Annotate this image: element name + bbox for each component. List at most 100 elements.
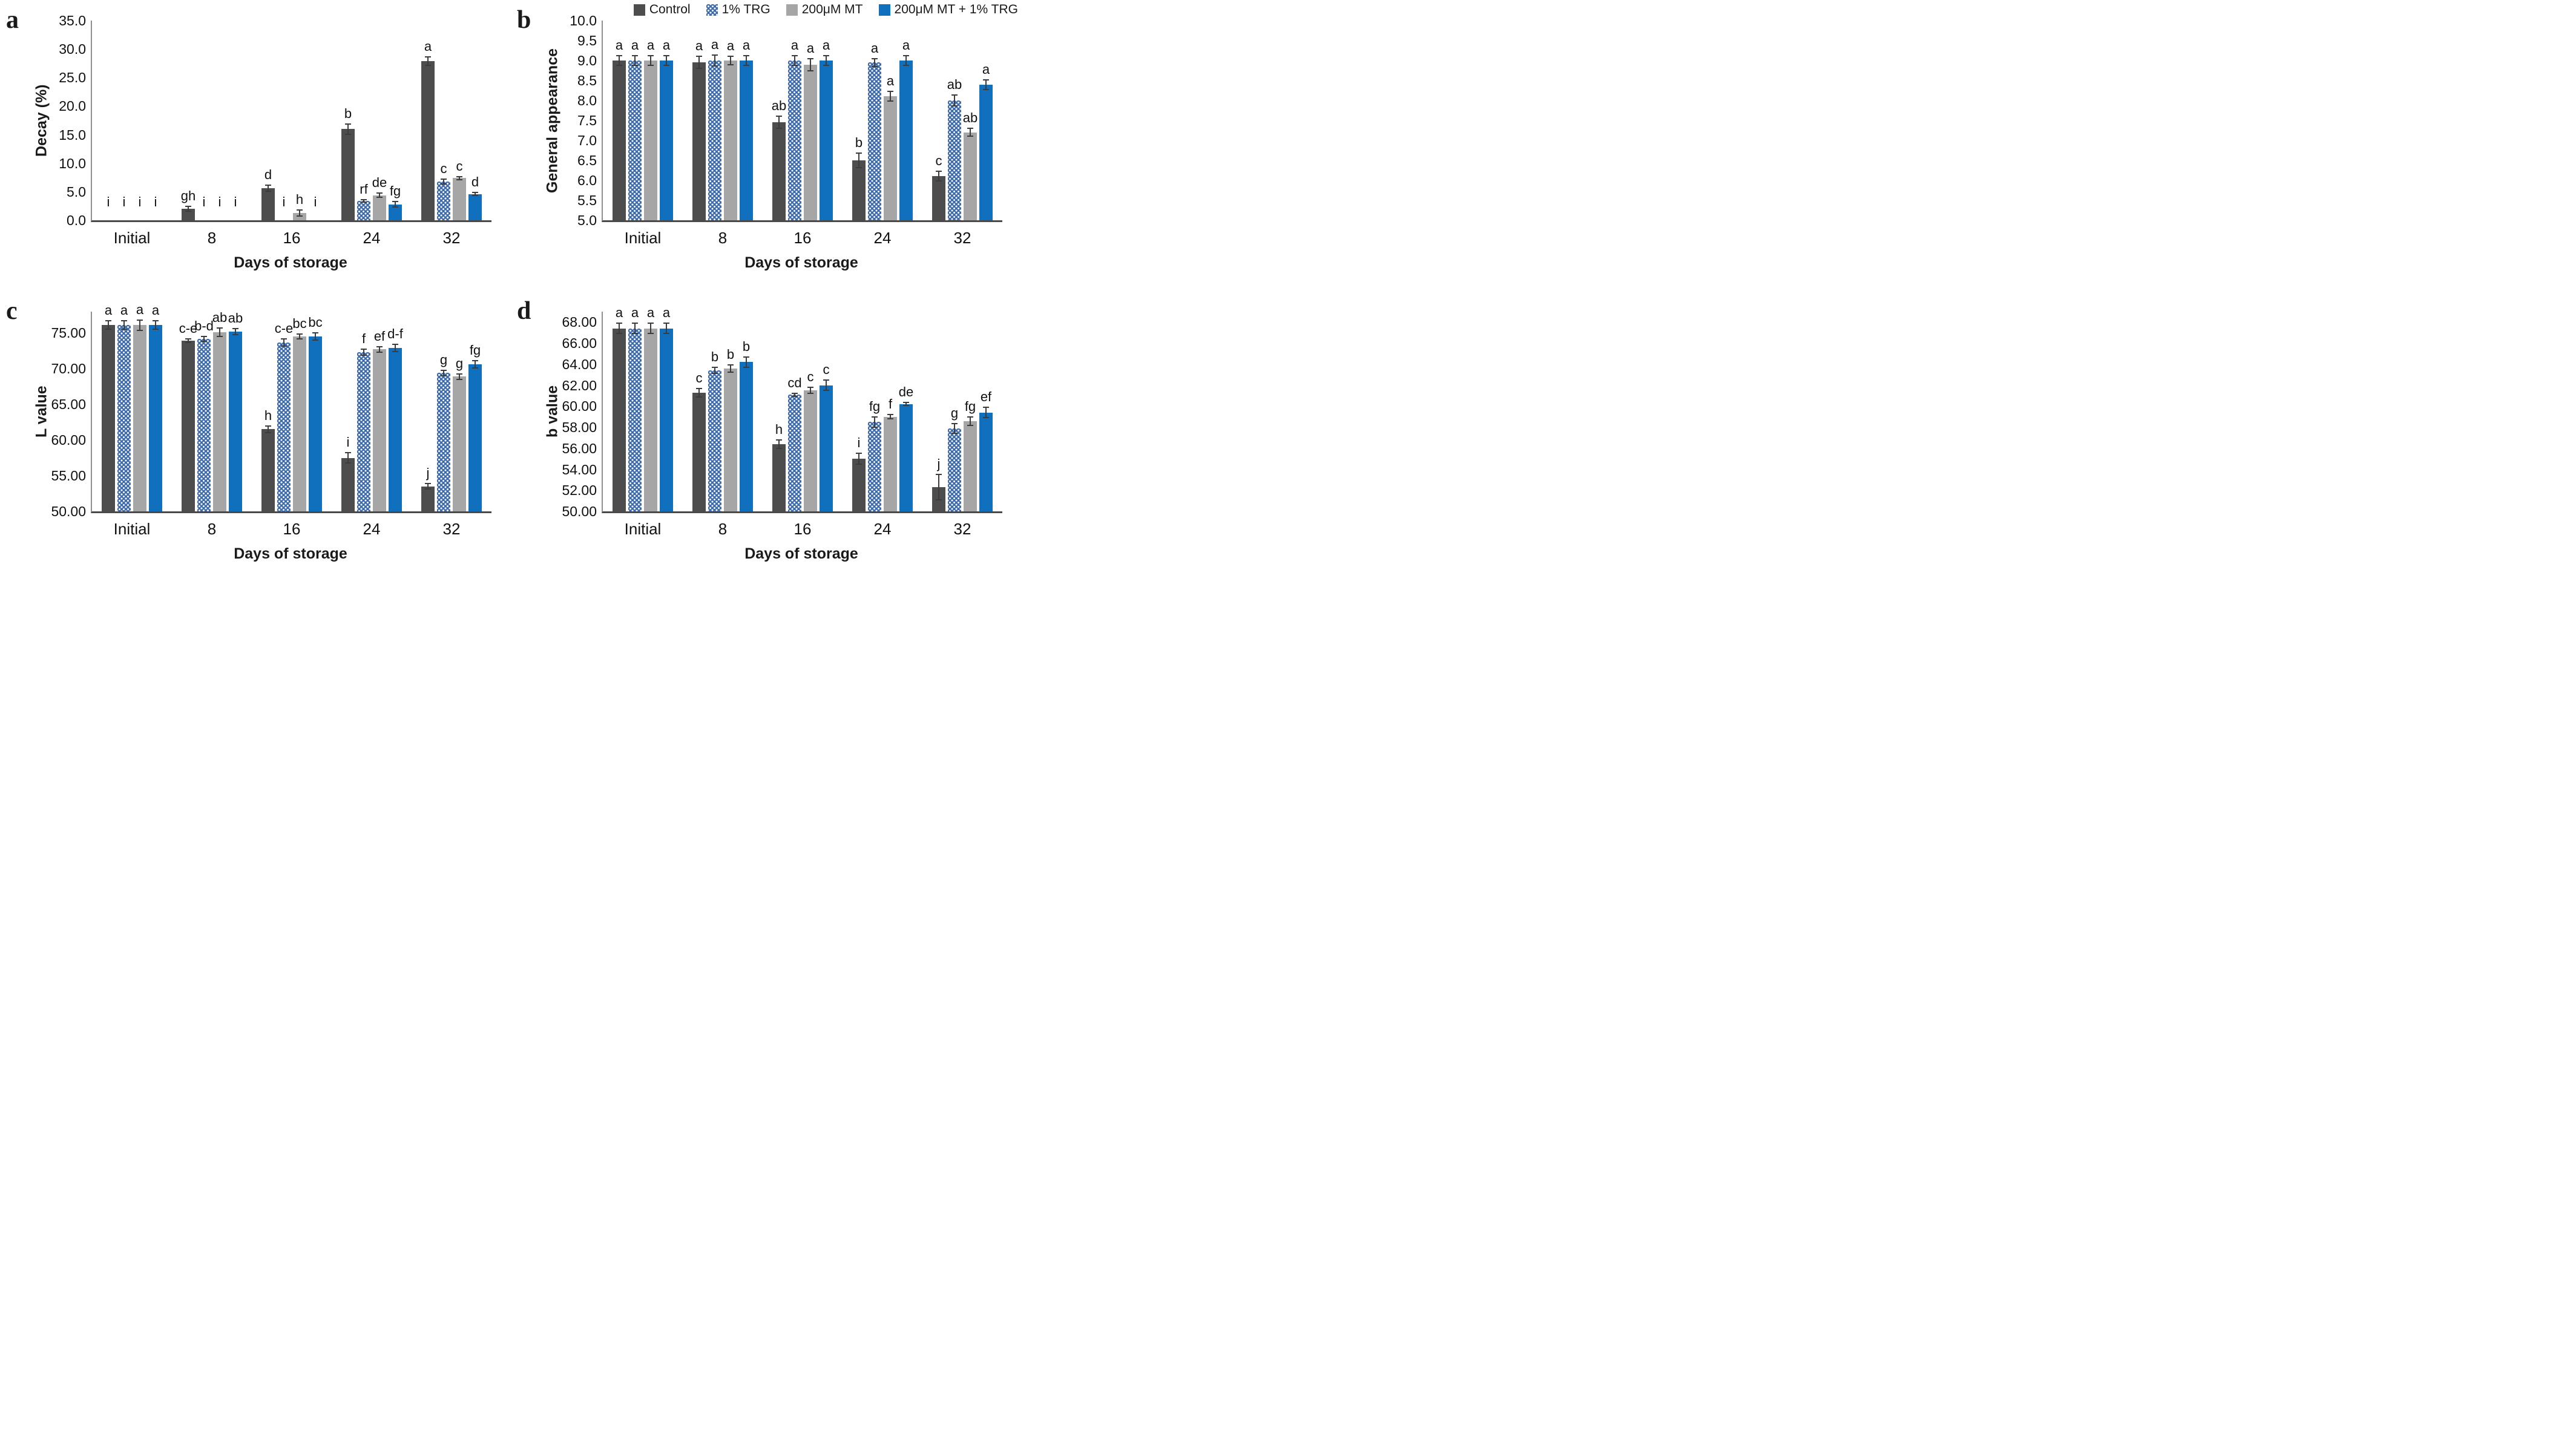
significance-letter: i bbox=[122, 194, 126, 209]
error-bar bbox=[874, 416, 875, 428]
error-bar-cap bbox=[903, 405, 909, 407]
error-bar-cap bbox=[712, 367, 718, 369]
error-bar-cap bbox=[663, 333, 669, 335]
y-tick-label: 66.00 bbox=[562, 335, 597, 352]
error-bar-cap bbox=[185, 342, 191, 344]
error-bar bbox=[268, 426, 269, 433]
x-category-label: 24 bbox=[363, 520, 381, 538]
error-bar-cap bbox=[648, 333, 654, 335]
error-bar-cap bbox=[823, 55, 829, 57]
bar-trg-Initial bbox=[628, 61, 642, 220]
error-bar-cap bbox=[456, 373, 462, 375]
bar-control-16 bbox=[772, 444, 786, 511]
panel-d-label: d bbox=[517, 297, 531, 325]
error-bar bbox=[746, 356, 747, 368]
x-category-label: 32 bbox=[953, 229, 971, 247]
error-bar bbox=[395, 202, 396, 207]
significance-letter: bc bbox=[292, 316, 307, 332]
error-bar-cap bbox=[856, 152, 862, 154]
error-bar-cap bbox=[856, 463, 862, 465]
error-bar bbox=[123, 321, 125, 330]
bar-mt-trg-32 bbox=[468, 194, 482, 220]
error-bar bbox=[379, 193, 380, 197]
error-bar-cap bbox=[663, 55, 669, 57]
significance-letter: b bbox=[711, 349, 719, 365]
x-category-label: 16 bbox=[283, 520, 301, 538]
error-bar-cap bbox=[232, 327, 238, 329]
error-bar-cap bbox=[456, 179, 462, 180]
legend-label: 200μM MT bbox=[801, 2, 863, 16]
significance-letter: b bbox=[855, 135, 863, 151]
bar-trg-16 bbox=[788, 395, 801, 511]
significance-letter: a bbox=[151, 303, 160, 318]
error-bar bbox=[379, 346, 380, 353]
error-bar-cap bbox=[297, 215, 303, 217]
error-bar bbox=[698, 388, 700, 397]
error-bar bbox=[666, 56, 667, 65]
bar-trg-32 bbox=[948, 100, 961, 220]
error-bar-cap bbox=[361, 355, 367, 356]
y-tick-label: 64.00 bbox=[562, 356, 597, 372]
error-bar-cap bbox=[441, 375, 447, 377]
bar-control-8 bbox=[182, 341, 195, 511]
significance-letter: c bbox=[456, 158, 463, 174]
error-bar-cap bbox=[776, 128, 782, 130]
error-bar-cap bbox=[441, 183, 447, 185]
significance-letter: fg bbox=[469, 343, 481, 358]
error-bar-cap bbox=[743, 64, 749, 66]
error-bar bbox=[634, 56, 636, 65]
y-tick-label: 15.0 bbox=[59, 126, 86, 143]
error-bar bbox=[634, 323, 636, 334]
x-category-label: Initial bbox=[113, 229, 151, 247]
error-bar bbox=[778, 116, 780, 129]
legend-label: 200μM MT + 1% TRG bbox=[894, 2, 1018, 16]
error-bar bbox=[299, 334, 300, 339]
bar-control-32 bbox=[421, 486, 435, 511]
error-bar-cap bbox=[392, 201, 398, 203]
significance-letter: ab bbox=[771, 98, 787, 114]
error-bar-cap bbox=[983, 407, 989, 408]
significance-letter: h bbox=[295, 191, 304, 207]
error-bar-cap bbox=[616, 333, 622, 335]
significance-letter: g bbox=[950, 405, 959, 421]
bar-control-Initial bbox=[613, 328, 626, 511]
significance-letter: b bbox=[726, 346, 735, 362]
bar-control-24 bbox=[852, 160, 866, 220]
panel-a: a Decay (%) 0.0 5.0 10.0 15.0 20.0 25.0 30.0 35… bbox=[0, 0, 511, 291]
error-bar-cap bbox=[951, 432, 958, 434]
significance-letter: bc bbox=[308, 315, 323, 330]
y-tick-label: 50.00 bbox=[562, 503, 597, 519]
y-tick-label: 5.0 bbox=[67, 183, 86, 200]
error-bar-cap bbox=[265, 191, 271, 192]
error-bar bbox=[905, 56, 907, 65]
error-bar-cap bbox=[312, 332, 318, 334]
significance-letter: d bbox=[471, 174, 479, 189]
error-bar-cap bbox=[936, 474, 942, 476]
significance-letter: de bbox=[372, 175, 387, 191]
bar-control-Initial bbox=[102, 325, 115, 511]
significance-letter: fg bbox=[389, 183, 401, 199]
significance-letter: j bbox=[937, 456, 941, 472]
error-bar bbox=[858, 153, 859, 168]
error-bar-cap bbox=[345, 462, 351, 464]
bar-mt-trg-24 bbox=[899, 404, 913, 511]
error-bar bbox=[985, 407, 987, 418]
legend-swatch-mt-trg bbox=[878, 4, 890, 16]
x-category-label: 32 bbox=[442, 520, 461, 538]
error-bar bbox=[347, 453, 349, 463]
bar-control-8 bbox=[692, 392, 706, 511]
error-bar-cap bbox=[903, 402, 909, 404]
error-bar-cap bbox=[776, 447, 782, 449]
error-bar-cap bbox=[743, 356, 749, 358]
error-bar bbox=[139, 320, 140, 330]
error-bar-cap bbox=[456, 175, 462, 177]
error-bar-cap bbox=[983, 79, 989, 80]
error-bar-cap bbox=[887, 418, 893, 420]
error-bar-cap bbox=[728, 64, 734, 65]
panel-c-plot-area: 50.00 55.00 60.00 65.00 70.00 75.00 Initial 8 16… bbox=[51, 303, 491, 538]
error-bar-cap bbox=[121, 329, 127, 330]
error-bar-cap bbox=[392, 344, 398, 346]
error-bar-cap bbox=[217, 336, 223, 338]
bar-mt-trg-24 bbox=[389, 204, 402, 220]
y-tick-label: 70.00 bbox=[51, 361, 86, 377]
